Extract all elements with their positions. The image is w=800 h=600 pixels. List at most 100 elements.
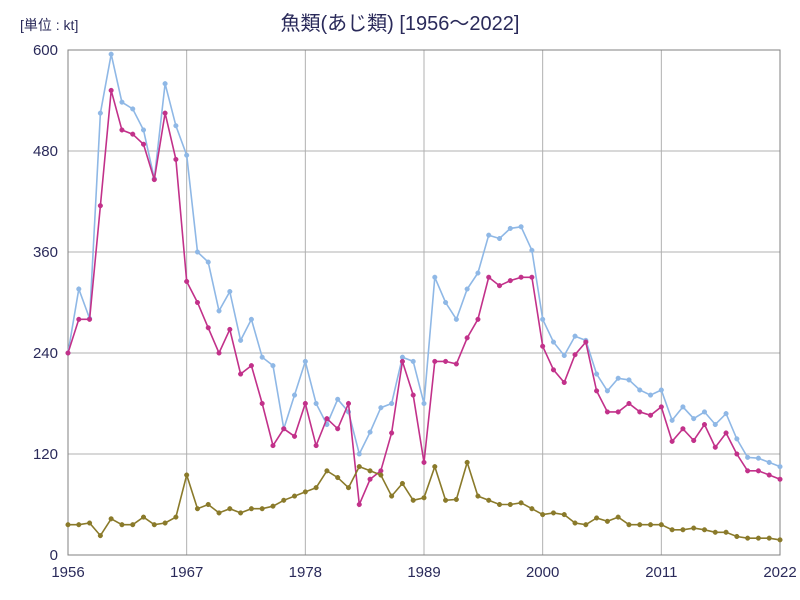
- ytick-label: 240: [33, 345, 58, 362]
- series-marker-series-a: [130, 107, 135, 112]
- series-marker-series-a: [735, 437, 740, 442]
- xtick-label: 1967: [170, 564, 203, 581]
- unit-label: [単位 : kt]: [20, 17, 78, 33]
- chart-title: 魚類(あじ類) [1956～2022]: [281, 12, 520, 35]
- series-marker-series-b: [670, 439, 675, 444]
- series-marker-series-c: [659, 522, 664, 527]
- series-marker-series-c: [422, 495, 427, 500]
- series-marker-series-c: [637, 522, 642, 527]
- series-marker-series-c: [584, 522, 589, 527]
- series-marker-series-b: [217, 351, 222, 356]
- series-marker-series-c: [335, 475, 340, 480]
- series-marker-series-c: [702, 527, 707, 532]
- series-marker-series-c: [249, 506, 254, 511]
- series-marker-series-b: [292, 434, 297, 439]
- series-marker-series-b: [260, 401, 265, 406]
- series-marker-series-b: [271, 443, 276, 448]
- series-marker-series-c: [691, 526, 696, 531]
- series-marker-series-a: [767, 460, 772, 465]
- series-marker-series-c: [724, 530, 729, 535]
- series-marker-series-b: [735, 452, 740, 457]
- series-marker-series-b: [400, 359, 405, 364]
- series-marker-series-a: [174, 123, 179, 128]
- series-marker-series-a: [98, 111, 103, 116]
- series-marker-series-c: [778, 538, 783, 543]
- series-marker-series-c: [519, 501, 524, 506]
- series-marker-series-c: [120, 522, 125, 527]
- series-marker-series-c: [551, 511, 556, 516]
- series-marker-series-c: [195, 506, 200, 511]
- series-marker-series-b: [120, 128, 125, 133]
- series-marker-series-c: [713, 530, 718, 535]
- series-marker-series-a: [670, 418, 675, 423]
- series-marker-series-b: [767, 473, 772, 478]
- series-marker-series-b: [206, 325, 211, 330]
- series-marker-series-c: [66, 522, 71, 527]
- series-marker-series-a: [486, 233, 491, 238]
- series-marker-series-c: [206, 502, 211, 507]
- series-marker-series-b: [508, 278, 513, 283]
- series-marker-series-a: [659, 388, 664, 393]
- chart-container: 魚類(あじ類) [1956～2022][単位 : kt]012024036048…: [0, 0, 800, 600]
- series-marker-series-b: [152, 177, 157, 182]
- series-marker-series-c: [767, 536, 772, 541]
- series-marker-series-a: [756, 456, 761, 461]
- series-marker-series-a: [681, 405, 686, 410]
- series-marker-series-c: [476, 494, 481, 499]
- series-marker-series-b: [432, 359, 437, 364]
- series-marker-series-b: [465, 336, 470, 341]
- series-marker-series-b: [443, 359, 448, 364]
- series-marker-series-c: [152, 522, 157, 527]
- series-marker-series-b: [627, 401, 632, 406]
- series-marker-series-b: [325, 416, 330, 421]
- series-marker-series-a: [616, 376, 621, 381]
- chart-svg: 魚類(あじ類) [1956～2022][単位 : kt]012024036048…: [0, 0, 800, 600]
- series-marker-series-c: [87, 521, 92, 526]
- series-marker-series-b: [476, 317, 481, 322]
- series-marker-series-b: [594, 389, 599, 394]
- series-marker-series-a: [206, 260, 211, 265]
- series-marker-series-c: [745, 536, 750, 541]
- series-marker-series-c: [454, 497, 459, 502]
- series-marker-series-c: [411, 498, 416, 503]
- series-marker-series-a: [476, 271, 481, 276]
- series-marker-series-c: [228, 506, 233, 511]
- series-marker-series-c: [281, 498, 286, 503]
- series-marker-series-a: [314, 401, 319, 406]
- series-marker-series-b: [616, 410, 621, 415]
- series-marker-series-a: [691, 416, 696, 421]
- series-marker-series-c: [616, 515, 621, 520]
- series-marker-series-a: [648, 393, 653, 398]
- series-marker-series-b: [497, 283, 502, 288]
- series-marker-series-b: [281, 426, 286, 431]
- series-marker-series-c: [486, 498, 491, 503]
- series-marker-series-b: [648, 413, 653, 418]
- series-marker-series-a: [465, 287, 470, 292]
- series-marker-series-a: [594, 372, 599, 377]
- series-marker-series-b: [454, 362, 459, 367]
- series-marker-series-b: [346, 401, 351, 406]
- series-marker-series-b: [745, 469, 750, 474]
- series-marker-series-b: [519, 275, 524, 280]
- series-marker-series-c: [303, 490, 308, 495]
- series-marker-series-a: [400, 355, 405, 360]
- series-marker-series-a: [163, 81, 168, 86]
- xtick-label: 2022: [763, 564, 796, 581]
- series-marker-series-a: [271, 363, 276, 368]
- series-marker-series-a: [379, 405, 384, 410]
- series-marker-series-b: [184, 279, 189, 284]
- series-marker-series-a: [228, 289, 233, 294]
- series-marker-series-b: [486, 275, 491, 280]
- series-marker-series-a: [411, 359, 416, 364]
- series-marker-series-a: [508, 226, 513, 231]
- series-marker-series-a: [217, 309, 222, 314]
- series-marker-series-c: [141, 515, 146, 520]
- series-marker-series-b: [163, 111, 168, 116]
- series-marker-series-a: [724, 411, 729, 416]
- series-marker-series-a: [76, 287, 81, 292]
- series-marker-series-c: [497, 502, 502, 507]
- series-marker-series-a: [637, 388, 642, 393]
- series-marker-series-a: [260, 355, 265, 360]
- series-marker-series-b: [249, 363, 254, 368]
- xtick-label: 2011: [645, 564, 677, 581]
